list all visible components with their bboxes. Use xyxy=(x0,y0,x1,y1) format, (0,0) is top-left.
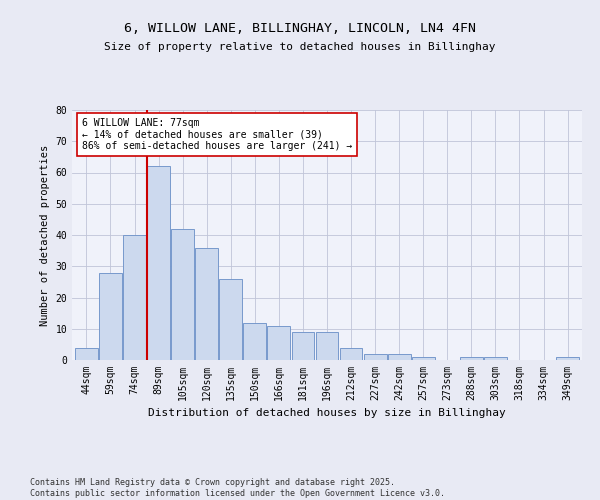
Bar xyxy=(244,322,266,360)
Text: Size of property relative to detached houses in Billinghay: Size of property relative to detached ho… xyxy=(104,42,496,52)
Bar xyxy=(147,166,170,360)
Bar xyxy=(171,229,194,360)
X-axis label: Distribution of detached houses by size in Billinghay: Distribution of detached houses by size … xyxy=(148,408,506,418)
Bar xyxy=(195,248,218,360)
Text: 6 WILLOW LANE: 77sqm
← 14% of detached houses are smaller (39)
86% of semi-detac: 6 WILLOW LANE: 77sqm ← 14% of detached h… xyxy=(82,118,352,150)
Bar xyxy=(412,357,434,360)
Bar xyxy=(75,348,98,360)
Bar xyxy=(99,272,122,360)
Bar xyxy=(388,354,410,360)
Bar xyxy=(556,357,579,360)
Bar xyxy=(460,357,483,360)
Bar xyxy=(484,357,507,360)
Bar xyxy=(220,279,242,360)
Bar xyxy=(364,354,386,360)
Text: 6, WILLOW LANE, BILLINGHAY, LINCOLN, LN4 4FN: 6, WILLOW LANE, BILLINGHAY, LINCOLN, LN4… xyxy=(124,22,476,36)
Bar xyxy=(123,235,146,360)
Bar xyxy=(292,332,314,360)
Bar xyxy=(340,348,362,360)
Text: Contains HM Land Registry data © Crown copyright and database right 2025.
Contai: Contains HM Land Registry data © Crown c… xyxy=(30,478,445,498)
Bar xyxy=(268,326,290,360)
Y-axis label: Number of detached properties: Number of detached properties xyxy=(40,144,50,326)
Bar xyxy=(316,332,338,360)
